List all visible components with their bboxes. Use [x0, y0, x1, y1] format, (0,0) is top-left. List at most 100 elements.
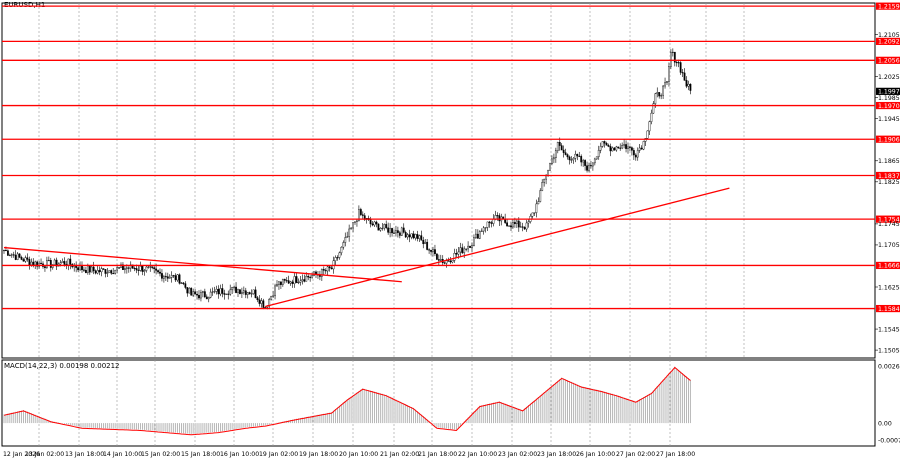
candle-body — [677, 62, 680, 64]
candle-body — [324, 270, 327, 272]
candle-body — [642, 141, 645, 150]
candle-body — [153, 267, 156, 270]
level-label: 1.1837 — [878, 173, 900, 180]
candle-body — [20, 257, 23, 260]
candle-body — [578, 155, 581, 157]
time-label: 15 Jan 18:00 — [181, 451, 220, 458]
candle-body — [354, 221, 356, 223]
candle-body — [498, 215, 501, 222]
chart-frame — [1, 2, 876, 447]
candle-body — [30, 261, 33, 266]
candle-body — [3, 250, 5, 252]
candle-body — [436, 253, 438, 260]
candle-body — [83, 269, 85, 271]
candle-body — [656, 92, 659, 94]
candle-body — [118, 267, 120, 269]
candle-body — [404, 232, 407, 238]
macd-scale-label: 0.00 — [878, 420, 892, 427]
candle-body — [244, 290, 247, 295]
candle-body — [625, 144, 627, 149]
candle-body — [96, 270, 99, 274]
level-label: 1.1584 — [878, 306, 900, 313]
level-label: 1.2056 — [878, 58, 900, 65]
candle-body — [295, 276, 298, 283]
candle-body — [63, 261, 66, 265]
candle-body — [213, 291, 216, 293]
candle-body — [549, 163, 551, 171]
candle-body — [537, 201, 540, 205]
candle-body — [451, 260, 454, 263]
candle-body — [525, 222, 528, 230]
candle-body — [100, 268, 103, 273]
candle-body — [412, 233, 415, 239]
candle-body — [543, 178, 546, 183]
level-label: 1.1906 — [878, 137, 900, 144]
candle-body — [229, 289, 232, 295]
level-label: 1.2092 — [878, 39, 900, 46]
candle-body — [459, 247, 462, 253]
candle-body — [188, 287, 191, 294]
candle-body — [613, 147, 616, 151]
candle-body — [205, 296, 208, 300]
candle-body — [346, 236, 349, 238]
candle-body — [523, 227, 526, 230]
candle-body — [162, 276, 165, 279]
candle-body — [632, 150, 635, 156]
candle-body — [170, 275, 173, 278]
candle-body — [675, 62, 678, 64]
candle-body — [34, 261, 37, 266]
candle-body — [375, 221, 378, 225]
candle-body — [597, 149, 600, 157]
candle-body — [174, 275, 177, 281]
candle-body — [79, 265, 81, 271]
price-tick-label: 1.1745 — [878, 221, 900, 228]
price-tick-label: 1.1625 — [878, 284, 900, 291]
candle-body — [476, 233, 479, 239]
candle-body — [176, 274, 179, 281]
candle-body — [92, 266, 95, 272]
candle-body — [397, 230, 399, 233]
candle-body — [18, 253, 21, 258]
level-tag — [876, 215, 900, 223]
candle-body — [486, 221, 489, 228]
candle-body — [196, 293, 198, 296]
symbol-label: EURUSD,H1 — [4, 1, 46, 9]
candle-body — [38, 262, 41, 267]
candle-body — [301, 279, 304, 282]
time-label: 21 Jan 18:00 — [418, 451, 457, 458]
candle-body — [673, 51, 676, 63]
candle-body — [502, 216, 505, 219]
candle-body — [681, 72, 684, 74]
time-label: 26 Jan 10:00 — [576, 451, 615, 458]
candle-body — [207, 297, 210, 300]
candle-body — [350, 227, 352, 230]
time-label: 23 Jan 18:00 — [537, 451, 576, 458]
candle-body — [211, 291, 214, 293]
candle-body — [650, 112, 653, 122]
candle-body — [619, 147, 622, 149]
candle-body — [439, 259, 442, 261]
candle-body — [586, 165, 588, 171]
candle-body — [599, 146, 602, 151]
candle-body — [506, 222, 508, 227]
candle-body — [69, 258, 72, 265]
candle-body — [453, 253, 456, 261]
candle-body — [352, 222, 354, 229]
candle-body — [127, 267, 130, 269]
candle-body — [190, 287, 193, 296]
trend-line — [265, 187, 730, 308]
candle-body — [116, 267, 119, 271]
candle-body — [223, 293, 226, 295]
candle-body — [607, 145, 610, 147]
candle-body — [330, 267, 333, 270]
candle-body — [12, 254, 15, 256]
level-lines: 1.2159 1.2092 1.2056 1.1970 1.1906 1.1837 1.17… — [2, 2, 900, 313]
candle-body — [588, 165, 590, 171]
candle-body — [143, 270, 146, 272]
candle-body — [311, 275, 313, 278]
candle-body — [32, 261, 35, 266]
candle-body — [110, 270, 113, 274]
candle-body — [521, 226, 524, 228]
candle-body — [443, 262, 446, 264]
candle-body — [98, 270, 101, 273]
